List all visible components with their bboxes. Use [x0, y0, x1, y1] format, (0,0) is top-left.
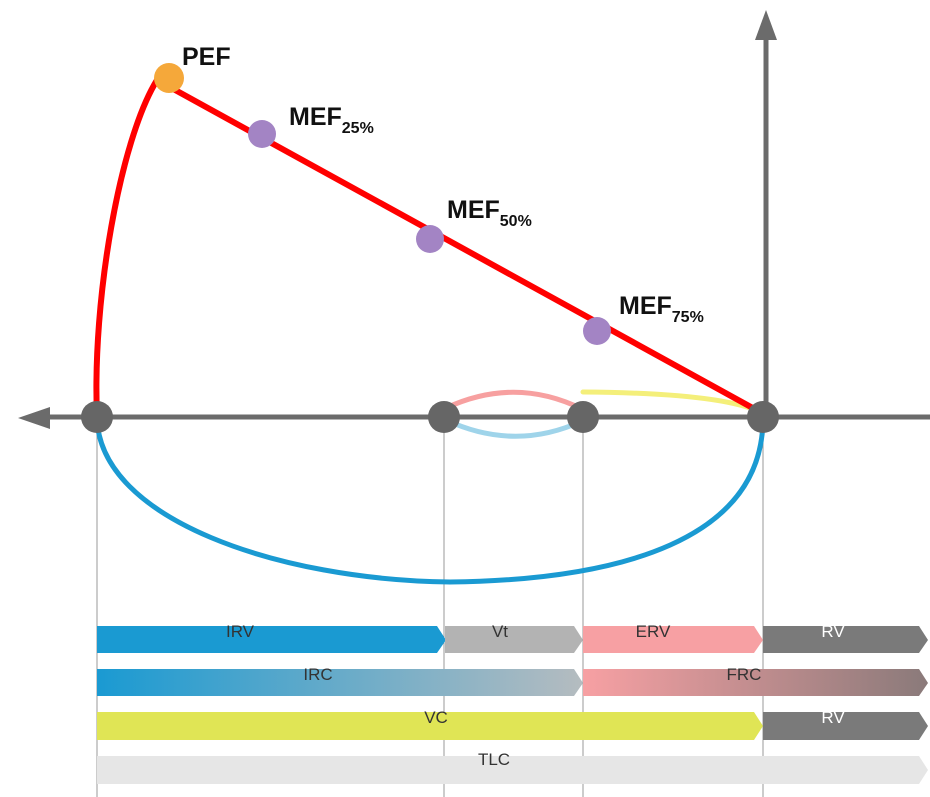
volume-bars: [97, 626, 928, 784]
bar-vt: [445, 626, 583, 653]
flow-axis-arrow: [755, 10, 777, 40]
mef75-point: [583, 317, 611, 345]
pef-point: [154, 63, 184, 93]
bar-erv-label: ERV: [636, 622, 671, 641]
mef50-label-sub: 50%: [500, 213, 532, 230]
mef25-label-sub: 25%: [342, 120, 374, 137]
mef25-point: [248, 120, 276, 148]
tlc-origin-node: [747, 401, 779, 433]
curves: [93, 77, 766, 585]
vt-end-node: [567, 401, 599, 433]
bar-irc: [97, 669, 583, 696]
mef75-label: MEF75%: [619, 292, 704, 326]
axes: [18, 10, 930, 429]
tidal-inspiration-curve: [444, 417, 584, 439]
mef25-label-main: MEF: [289, 103, 342, 131]
bar-irv: [97, 626, 446, 653]
guide-lines: [96, 418, 764, 797]
bar-frc: [583, 669, 928, 696]
bar-irc-label: IRC: [303, 665, 332, 684]
inspiratory-curve: [94, 417, 766, 585]
mef50-label: MEF50%: [447, 196, 532, 230]
bar-vt-label: Vt: [492, 622, 508, 641]
bar-rv-1: [763, 626, 928, 653]
bar-tlc-label: TLC: [478, 750, 510, 769]
mef25-label: MEF25%: [289, 103, 374, 137]
volume-axis-arrow: [18, 407, 50, 429]
vt-start-node: [428, 401, 460, 433]
bar-rv-2-label: RV: [821, 708, 845, 727]
pef-label: PEF: [182, 43, 231, 71]
mef50-label-main: MEF: [447, 196, 500, 224]
curve-points: [81, 63, 779, 433]
point-labels: PEF MEF25% MEF50% MEF75%: [182, 43, 704, 326]
bar-rv-1-label: RV: [821, 622, 845, 641]
bar-vc: [97, 712, 763, 740]
expiratory-curve: [93, 77, 762, 417]
tidal-expiration-curve: [444, 389, 584, 412]
mef75-label-sub: 75%: [672, 309, 704, 326]
mef50-point: [416, 225, 444, 253]
rv-node: [81, 401, 113, 433]
bar-tlc: [97, 756, 928, 784]
bar-rv-2: [763, 712, 928, 740]
bar-erv: [583, 626, 763, 653]
bar-labels: IRV Vt ERV RV IRC FRC VC RV TLC: [226, 622, 845, 769]
bar-irv-label: IRV: [226, 622, 255, 641]
mef75-label-main: MEF: [619, 292, 672, 320]
bar-frc-label: FRC: [727, 665, 762, 684]
bar-vc-label: VC: [424, 708, 448, 727]
